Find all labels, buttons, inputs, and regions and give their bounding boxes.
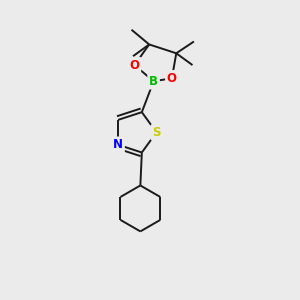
- Text: O: O: [167, 72, 177, 85]
- Text: B: B: [149, 75, 158, 88]
- Text: N: N: [113, 138, 123, 151]
- Text: S: S: [152, 126, 161, 139]
- Text: O: O: [130, 58, 140, 72]
